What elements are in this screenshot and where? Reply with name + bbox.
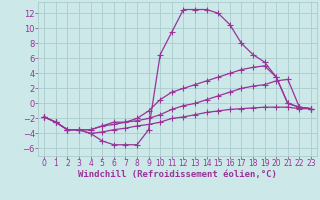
X-axis label: Windchill (Refroidissement éolien,°C): Windchill (Refroidissement éolien,°C): [78, 170, 277, 179]
